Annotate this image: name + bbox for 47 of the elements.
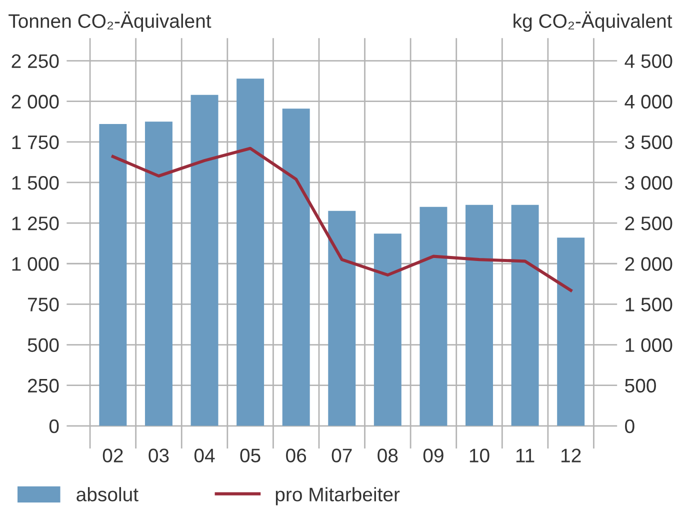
x-tick-label: 10	[470, 448, 490, 462]
bar	[282, 108, 310, 426]
y-tick-label: 250	[28, 378, 59, 393]
x-tick-label: 02	[102, 448, 123, 462]
y2-tick-label: 3 000	[625, 176, 672, 190]
y-tick-label: 1 500	[12, 176, 59, 190]
legend-label: pro Mitarbeiter	[276, 487, 400, 506]
x-tick-label: 04	[194, 448, 215, 462]
x-tick-label: 12	[562, 448, 581, 462]
x-tick-label: 07	[332, 448, 352, 462]
y2-tick-label: 2 000	[625, 257, 672, 271]
bar	[190, 94, 218, 426]
bar	[236, 78, 264, 426]
y2-tick-label: 1 500	[626, 298, 672, 312]
y2-tick-label: 0	[625, 419, 634, 434]
y2-tick-label: 3 500	[625, 135, 672, 150]
bar	[328, 210, 356, 426]
y2-tick-label: 4 500	[624, 54, 672, 68]
y2-axis-title: kg CO₂-Äquivalent	[514, 11, 672, 32]
y-tick-label: 500	[28, 338, 59, 352]
bar	[99, 124, 127, 426]
x-tick-label: 09	[423, 448, 444, 462]
x-tick-label: 05	[240, 448, 260, 462]
bar	[557, 238, 585, 426]
bar	[466, 204, 493, 426]
bar	[511, 204, 539, 426]
legend-label: absolut	[76, 487, 138, 502]
bar	[374, 234, 402, 426]
y2-tick-label: 500	[625, 378, 656, 393]
y2-tick-label: 1 000	[626, 338, 672, 352]
x-tick-label: 03	[148, 448, 169, 462]
y-tick-label: 1 750	[12, 135, 59, 150]
y-tick-label: 1 000	[12, 257, 59, 271]
line-series	[111, 146, 572, 292]
y-tick-label: 2 250	[12, 54, 59, 68]
bar	[420, 206, 448, 426]
x-tick-label: 08	[378, 448, 398, 462]
y-tick-label: 0	[49, 419, 59, 434]
y-tick-label: 2 000	[12, 94, 59, 109]
y2-tick-label: 4 000	[624, 94, 672, 109]
y-axis-title: Tonnen CO₂-Äquivalent	[8, 11, 212, 32]
x-tick-label: 11	[516, 448, 534, 462]
y-tick-label: 750	[28, 298, 59, 312]
y2-tick-label: 2 500	[625, 216, 672, 230]
x-tick-label: 06	[286, 448, 306, 462]
bar	[144, 122, 172, 426]
y-tick-label: 1 250	[12, 216, 59, 230]
